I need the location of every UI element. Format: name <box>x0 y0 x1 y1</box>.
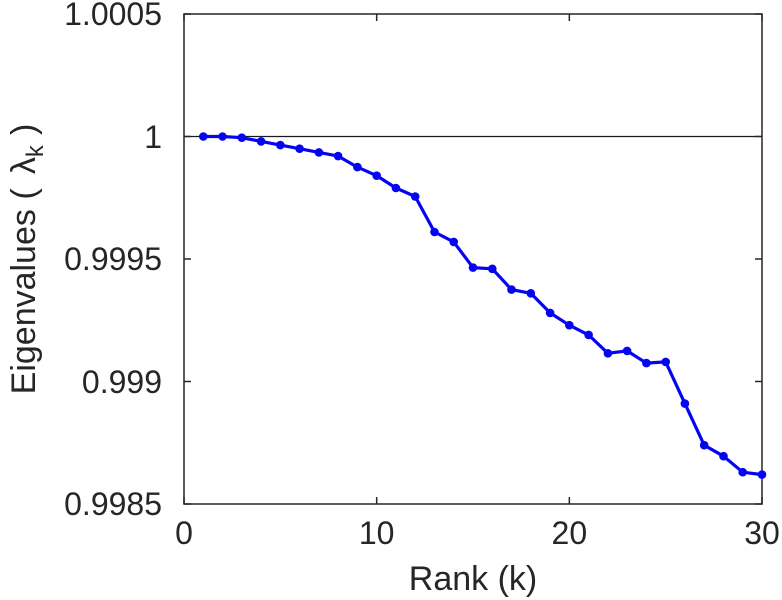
data-point-marker <box>680 399 690 408</box>
y-axis-title-prefix: Eigenvalues ( <box>5 188 43 395</box>
data-point-marker <box>603 349 613 358</box>
eigenvalue-line <box>201 134 764 477</box>
y-axis-title: Eigenvalues ( λk) <box>5 0 49 549</box>
y-tick-label: 0.9985 <box>64 486 162 522</box>
data-point-marker <box>353 162 362 172</box>
data-point-marker <box>449 237 459 247</box>
data-point-marker <box>333 151 343 161</box>
data-point-marker <box>256 137 266 146</box>
data-point-marker <box>372 171 382 180</box>
x-tick-label: 0 <box>175 515 193 551</box>
x-axis-title: Rank (k) <box>408 560 538 598</box>
data-point-marker <box>295 144 304 153</box>
lambda-subscript: k <box>21 145 49 158</box>
data-point-marker <box>391 183 401 193</box>
y-axis-title-suffix: ) <box>5 123 43 135</box>
data-point-marker <box>584 330 593 340</box>
y-tick-label: 1.0005 <box>64 0 162 32</box>
data-point-marker <box>237 133 247 142</box>
data-point-marker <box>661 357 670 367</box>
data-point-marker <box>314 148 324 157</box>
y-tick-label: 0.999 <box>81 363 162 400</box>
x-tick-label: 10 <box>358 515 395 551</box>
lambda-symbol: λ <box>5 157 43 175</box>
data-point-marker <box>468 263 478 272</box>
data-point-marker <box>719 451 728 461</box>
data-point-marker <box>276 140 285 150</box>
data-point-marker <box>545 308 555 318</box>
data-point-marker <box>218 132 227 141</box>
data-point-marker <box>430 227 439 237</box>
data-point-marker <box>622 346 632 356</box>
data-point-marker <box>699 440 709 450</box>
x-tick-label: 30 <box>744 515 780 551</box>
y-tick-label: 1 <box>144 118 162 155</box>
x-tick-label: 20 <box>551 515 588 551</box>
data-point-marker <box>526 289 536 298</box>
data-point-marker <box>199 132 208 141</box>
data-point-marker <box>565 320 574 330</box>
data-point-marker <box>488 264 497 274</box>
data-point-marker <box>410 192 420 201</box>
axes-box <box>183 13 763 505</box>
data-point-marker <box>642 358 651 368</box>
y-tick-label: 0.9995 <box>64 241 162 277</box>
data-point-marker <box>757 470 767 479</box>
data-point-marker <box>507 285 516 294</box>
data-point-marker <box>738 467 747 477</box>
